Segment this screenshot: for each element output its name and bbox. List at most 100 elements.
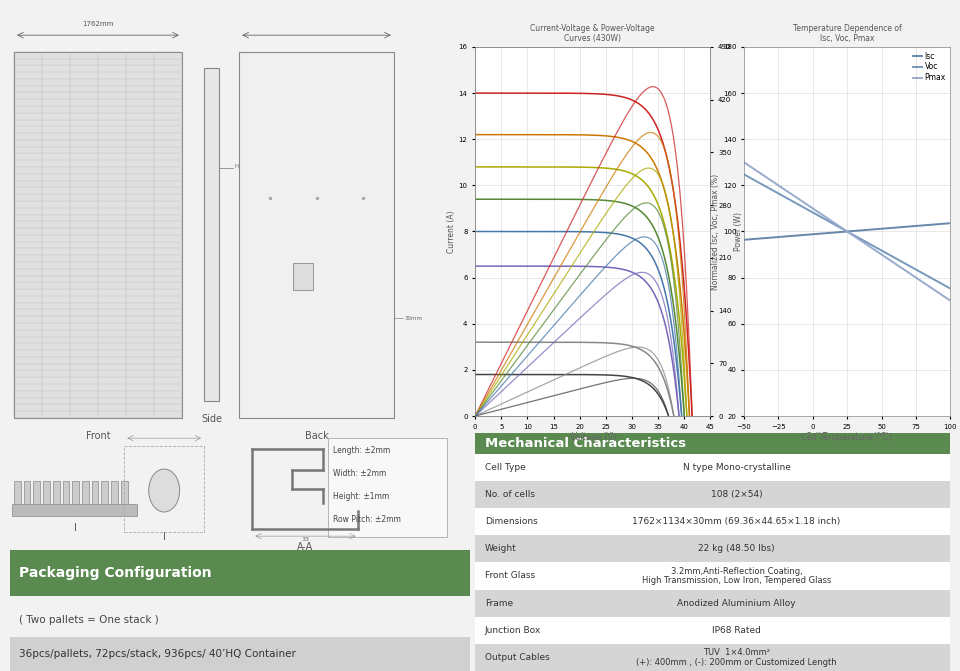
Isc [934, 220, 946, 228]
Bar [204, 68, 219, 401]
Bar [62, 481, 69, 505]
Bar [475, 562, 950, 590]
Text: H: H [235, 164, 239, 169]
Bar [475, 433, 950, 454]
Text: Side: Side [202, 414, 222, 424]
Text: I: I [163, 532, 165, 542]
Text: Frame: Frame [485, 599, 513, 608]
Bar [294, 263, 313, 290]
Text: Packaging Configuration: Packaging Configuration [19, 566, 211, 580]
Voc [934, 278, 946, 287]
Bar [34, 481, 40, 505]
Bar [121, 481, 128, 505]
Isc [778, 233, 789, 241]
Bar [102, 481, 108, 505]
Bar [24, 481, 31, 505]
Text: 1762mm: 1762mm [83, 21, 113, 27]
Voc [861, 238, 873, 246]
Pmax [928, 285, 940, 293]
Bar [72, 481, 79, 505]
Y-axis label: Normalized Isc, Voc, Pmax (%): Normalized Isc, Voc, Pmax (%) [711, 173, 720, 290]
Text: Weight: Weight [485, 544, 516, 554]
Bar [475, 508, 950, 535]
Bar [239, 52, 394, 418]
Isc [945, 219, 956, 227]
Text: 108 (2×54): 108 (2×54) [710, 490, 762, 499]
Voc [738, 170, 750, 178]
Y-axis label: Current (A): Current (A) [446, 210, 456, 253]
Title: Current-Voltage & Power-Voltage
Curves (430W): Current-Voltage & Power-Voltage Curves (… [531, 24, 655, 44]
Text: Front Glass: Front Glass [485, 572, 535, 580]
Ellipse shape [149, 469, 180, 512]
Text: Anodized Aluminium Alloy: Anodized Aluminium Alloy [677, 599, 796, 608]
Isc [861, 226, 873, 234]
Text: Width: ±2mm: Width: ±2mm [333, 469, 386, 478]
Pmax [845, 229, 856, 238]
Title: Temperature Dependence of
Isc, Voc, Pmax: Temperature Dependence of Isc, Voc, Pmax [793, 24, 901, 44]
Text: I: I [75, 523, 77, 533]
Bar [475, 590, 950, 617]
Pmax [786, 191, 798, 199]
Text: Height: ±1mm: Height: ±1mm [333, 492, 389, 501]
Bar [475, 535, 950, 562]
Voc [786, 197, 798, 205]
Y-axis label: Power (W): Power (W) [734, 212, 743, 251]
Bar [475, 454, 950, 481]
Text: IP68 Rated: IP68 Rated [712, 626, 761, 635]
Text: 33: 33 [301, 537, 309, 542]
X-axis label: Voltage (V): Voltage (V) [571, 432, 614, 442]
Text: Cell Temperature (°C): Cell Temperature (°C) [802, 433, 892, 442]
Bar [14, 481, 21, 505]
Text: Dimensions: Dimensions [485, 517, 538, 526]
Bar [10, 637, 470, 671]
X-axis label: Cell Temperature (°C): Cell Temperature (°C) [805, 432, 889, 442]
Bar [475, 481, 950, 508]
Line: Pmax: Pmax [744, 162, 950, 301]
Bar [92, 481, 98, 505]
Text: N type Mono-crystalline: N type Mono-crystalline [683, 463, 790, 472]
Bar [82, 481, 88, 505]
Text: Length: ±2mm: Length: ±2mm [333, 446, 390, 455]
Text: Mechanical Characteristics: Mechanical Characteristics [485, 437, 685, 450]
Isc [845, 227, 856, 236]
Text: Back: Back [304, 431, 328, 441]
Text: 3.2mm,Anti-Reflection Coating,: 3.2mm,Anti-Reflection Coating, [671, 566, 803, 576]
Pmax [738, 158, 750, 166]
Bar [111, 481, 118, 505]
Text: ( Two pallets = One stack ): ( Two pallets = One stack ) [19, 615, 158, 625]
Bar [327, 438, 446, 537]
Text: TUV  1×4.0mm²: TUV 1×4.0mm² [703, 648, 770, 657]
Pmax [945, 297, 956, 305]
Text: (+): 400mm , (-): 200mm or Customized Length: (+): 400mm , (-): 200mm or Customized Le… [636, 658, 837, 667]
Text: A-A: A-A [298, 541, 314, 552]
Line: Voc: Voc [744, 174, 950, 289]
Bar [125, 446, 204, 532]
Bar [475, 644, 950, 671]
Bar [53, 481, 60, 505]
Text: Row Pitch: ±2mm: Row Pitch: ±2mm [333, 515, 400, 523]
Bar [10, 550, 470, 596]
Text: Junction Box: Junction Box [485, 626, 540, 635]
Text: Cell Type: Cell Type [485, 463, 525, 472]
Bar [43, 481, 50, 505]
Voc [928, 275, 940, 283]
Line: Isc: Isc [744, 223, 950, 240]
Bar [14, 52, 181, 418]
Text: 30mm: 30mm [405, 315, 422, 321]
Bar [12, 504, 137, 516]
Text: 36pcs/pallets, 72pcs/stack, 936pcs/ 40’HQ Container: 36pcs/pallets, 72pcs/stack, 936pcs/ 40’H… [19, 649, 296, 659]
Pmax [778, 185, 789, 193]
Isc [738, 236, 750, 244]
Pmax [934, 290, 946, 298]
Text: Voltage (V): Voltage (V) [570, 433, 616, 442]
Legend: Isc, Voc, Pmax: Isc, Voc, Pmax [912, 51, 947, 83]
Text: High Transmission, Low Iron, Tempered Glass: High Transmission, Low Iron, Tempered Gl… [642, 576, 831, 585]
Voc [778, 193, 789, 201]
Text: 1762×1134×30mm (69.36×44.65×1.18 inch): 1762×1134×30mm (69.36×44.65×1.18 inch) [633, 517, 841, 526]
Isc [786, 232, 798, 240]
Voc [845, 229, 856, 238]
Text: No. of cells: No. of cells [485, 490, 535, 499]
Text: 22 kg (48.50 lbs): 22 kg (48.50 lbs) [698, 544, 775, 554]
Text: Front: Front [85, 431, 110, 441]
Pmax [861, 241, 873, 249]
